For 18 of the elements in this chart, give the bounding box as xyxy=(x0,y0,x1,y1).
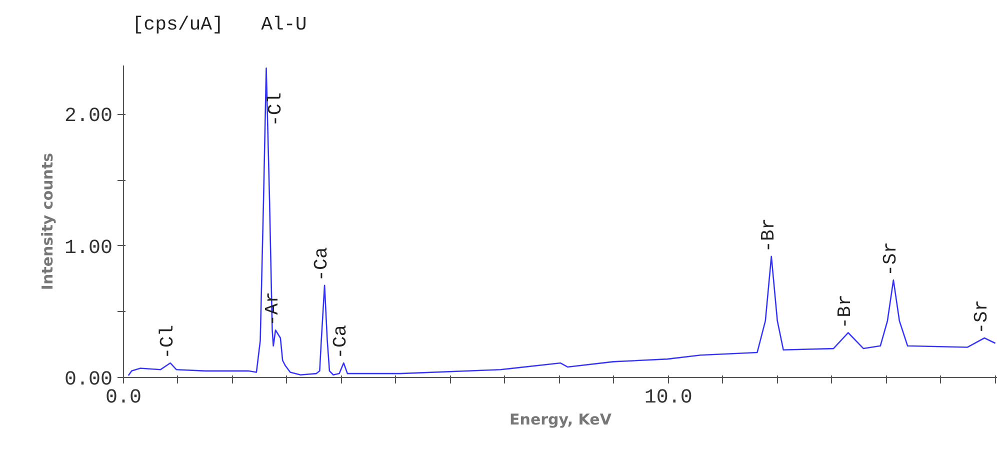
annotation: -Sr xyxy=(970,300,992,334)
y-tick-label: 2.00 xyxy=(64,105,113,128)
x-axis-title: Energy, KeV xyxy=(510,410,612,428)
annotation: -Sr xyxy=(879,242,902,276)
text: Al-U xyxy=(261,14,307,36)
annotation: -Br xyxy=(757,218,780,252)
annotation: -Ar xyxy=(262,292,284,326)
y-tick-label: 1.00 xyxy=(64,236,113,260)
x-tick-label: 10.0 xyxy=(644,386,692,410)
annotation: -Ca xyxy=(330,324,352,360)
annotation: -Ca xyxy=(310,247,333,282)
annotation: -Cl xyxy=(156,324,178,360)
y-axis-title: Intensity counts xyxy=(38,152,56,290)
annotation: -Br xyxy=(834,294,856,329)
text: [cps/uA] xyxy=(132,14,224,36)
annotation: -Cl xyxy=(264,92,286,127)
x-tick-label: 0.0 xyxy=(105,386,142,410)
line-series xyxy=(128,67,996,376)
